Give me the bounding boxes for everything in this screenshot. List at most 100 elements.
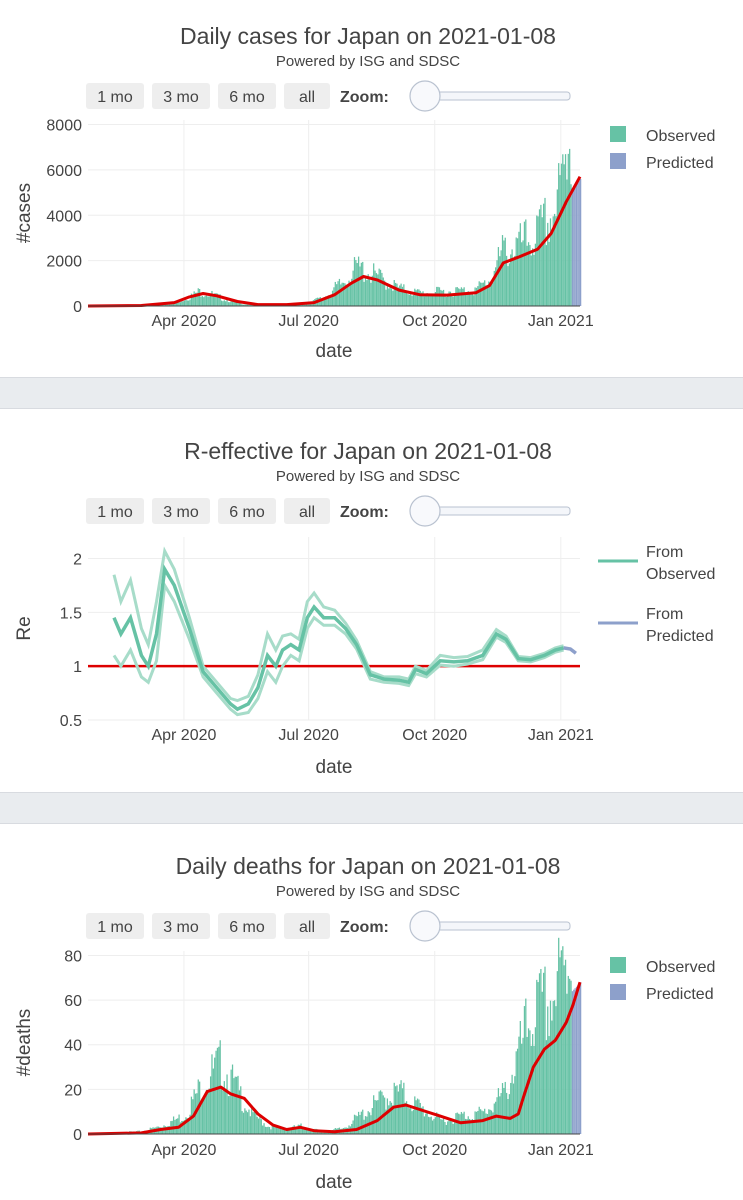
observed-bar xyxy=(341,282,343,306)
x-tick-label: Jan 2021 xyxy=(528,313,594,330)
observed-bar xyxy=(379,269,382,306)
legend-line[interactable]: Observed xyxy=(646,566,715,583)
legend-label-observed[interactable]: Observed xyxy=(646,128,715,145)
observed-bar xyxy=(219,294,221,306)
observed-bar xyxy=(282,1128,284,1134)
observed-bar xyxy=(392,290,394,306)
observed-bar xyxy=(471,293,473,306)
observed-bar xyxy=(555,216,557,306)
zoom-slider-track[interactable] xyxy=(425,91,571,101)
observed-bar xyxy=(348,280,350,306)
legend-swatch-observed[interactable] xyxy=(610,957,626,973)
observed-bar xyxy=(404,1102,406,1134)
range-button-bg[interactable] xyxy=(86,83,144,109)
range-button-bg[interactable] xyxy=(152,913,210,939)
range-button-label[interactable]: 6 mo xyxy=(229,504,265,521)
range-button-all[interactable]: all xyxy=(284,83,330,109)
legend-label-predicted[interactable]: Predicted xyxy=(646,986,714,1003)
range-button-bg[interactable] xyxy=(86,913,144,939)
observed-bar xyxy=(182,301,184,306)
observed-bar xyxy=(473,295,475,306)
range-button-1-mo[interactable]: 1 mo xyxy=(86,83,144,109)
range-button-6-mo[interactable]: 6 mo xyxy=(218,83,276,109)
range-button-label[interactable]: 3 mo xyxy=(163,89,199,106)
legend-label-from-predicted[interactable]: From Predicted xyxy=(646,606,714,645)
zoom-slider-handle[interactable] xyxy=(409,910,441,942)
zoom-slider-handle[interactable] xyxy=(409,80,441,112)
observed-bar xyxy=(511,249,513,306)
range-button-3-mo[interactable]: 3 mo xyxy=(152,913,210,939)
range-button-bg[interactable] xyxy=(284,913,330,939)
legend-swatch-predicted[interactable] xyxy=(610,153,626,169)
observed-bar xyxy=(286,1129,288,1134)
range-button-label[interactable]: 6 mo xyxy=(229,919,265,936)
observed-bar xyxy=(422,291,424,306)
legend-label-predicted[interactable]: Predicted xyxy=(646,155,714,172)
range-button-all[interactable]: all xyxy=(284,913,330,939)
range-button-bg[interactable] xyxy=(218,83,276,109)
observed-bar xyxy=(530,1045,532,1134)
range-button-6-mo[interactable]: 6 mo xyxy=(218,913,276,939)
observed-bar xyxy=(301,1126,304,1134)
range-button-label[interactable]: all xyxy=(299,919,315,936)
observed-bar xyxy=(560,163,563,306)
range-button-bg[interactable] xyxy=(152,498,210,524)
legend-line[interactable]: From xyxy=(646,606,683,623)
range-button-bg[interactable] xyxy=(284,83,330,109)
observed-bar xyxy=(162,304,164,306)
observed-bar xyxy=(564,154,567,306)
range-button-6-mo[interactable]: 6 mo xyxy=(218,498,276,524)
observed-bar xyxy=(330,294,332,306)
legend-line[interactable]: From xyxy=(646,544,683,561)
range-button-label[interactable]: 1 mo xyxy=(97,504,133,521)
observed-bar xyxy=(560,950,563,1134)
range-button-label[interactable]: 1 mo xyxy=(97,89,133,106)
range-button-bg[interactable] xyxy=(218,913,276,939)
observed-bar xyxy=(241,304,243,306)
observed-bar xyxy=(278,1127,280,1134)
legend-swatch-predicted[interactable] xyxy=(610,984,626,1000)
range-button-1-mo[interactable]: 1 mo xyxy=(86,498,144,524)
observed-bar xyxy=(325,296,327,306)
observed-bar xyxy=(407,1106,409,1134)
predicted-bar xyxy=(574,185,576,306)
observed-bar xyxy=(447,1121,449,1134)
range-button-3-mo[interactable]: 3 mo xyxy=(152,83,210,109)
observed-bar xyxy=(408,1108,410,1134)
ci-lower-line xyxy=(112,580,564,717)
observed-bar xyxy=(522,1037,524,1134)
range-button-all[interactable]: all xyxy=(284,498,330,524)
observed-bar xyxy=(242,304,245,306)
zoom-slider-handle[interactable] xyxy=(409,495,441,527)
legend-label-from-observed[interactable]: From Observed xyxy=(646,544,715,583)
legend-line[interactable]: Predicted xyxy=(646,628,714,645)
observed-bar xyxy=(414,288,416,306)
observed-bar xyxy=(274,1126,276,1134)
range-button-label[interactable]: 6 mo xyxy=(229,89,265,106)
observed-bar xyxy=(355,260,357,306)
range-button-label[interactable]: all xyxy=(299,504,315,521)
observed-bar xyxy=(481,282,483,306)
observed-bar xyxy=(220,300,223,306)
range-button-bg[interactable] xyxy=(284,498,330,524)
range-button-bg[interactable] xyxy=(218,498,276,524)
observed-bar xyxy=(305,1129,308,1134)
range-button-1-mo[interactable]: 1 mo xyxy=(86,913,144,939)
range-button-bg[interactable] xyxy=(152,83,210,109)
range-button-label[interactable]: all xyxy=(299,89,315,106)
range-button-3-mo[interactable]: 3 mo xyxy=(152,498,210,524)
legend-swatch-observed[interactable] xyxy=(610,126,626,142)
zoom-slider-track[interactable] xyxy=(425,506,571,516)
observed-bar xyxy=(186,300,188,306)
range-button-label[interactable]: 3 mo xyxy=(163,919,199,936)
range-button-label[interactable]: 3 mo xyxy=(163,504,199,521)
observed-bar xyxy=(532,1034,534,1134)
observed-bar xyxy=(489,282,491,306)
zoom-slider-track[interactable] xyxy=(425,921,571,931)
range-button-bg[interactable] xyxy=(86,498,144,524)
observed-bar xyxy=(426,1112,428,1134)
observed-bar xyxy=(218,294,220,306)
legend-label-observed[interactable]: Observed xyxy=(646,959,715,976)
range-button-label[interactable]: 1 mo xyxy=(97,919,133,936)
observed-bar xyxy=(209,294,212,306)
